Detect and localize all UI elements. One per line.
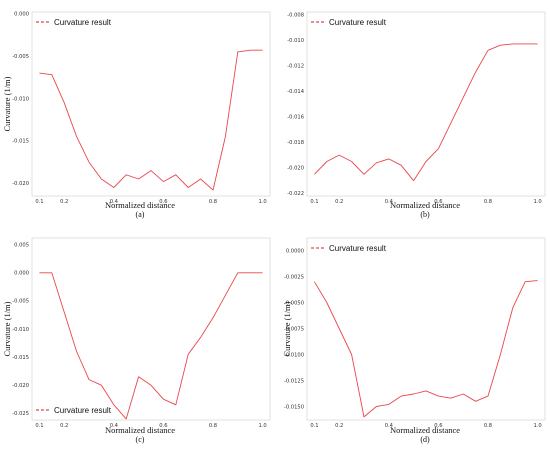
x-axis-label: Normalized distance xyxy=(105,200,175,210)
x-tick-label: 0.8 xyxy=(484,199,492,205)
chart-panel-3: 0.1 0.2 0.4 0.6 0.8 1.0 0.005 0.000 -0.005 -0.010… xyxy=(2,237,271,444)
plot-frame xyxy=(31,237,271,421)
y-tick-label: 0.000 xyxy=(14,271,29,277)
x-tick-label: 1.0 xyxy=(533,423,541,429)
x-tick-label: 0.2 xyxy=(335,423,343,429)
legend-label: Curvature result xyxy=(329,18,387,27)
x-tick-label: 0.4 xyxy=(110,423,119,429)
x-tick-label: 0.8 xyxy=(209,423,217,429)
x-tick-label: 0.8 xyxy=(484,423,492,429)
y-tick-label: -0.010 xyxy=(287,38,304,44)
y-tick-label: -0.012 xyxy=(287,63,304,69)
y-tick-label: 0.000 xyxy=(14,11,29,17)
x-tick-label: 0.1 xyxy=(310,199,318,205)
legend-label: Curvature result xyxy=(54,406,112,415)
x-tick-label: 0.6 xyxy=(434,199,442,205)
chart-panel-4: 0.1 0.2 0.4 0.6 0.8 1.0 0.0000 -0.0025 -0.0050 -0… xyxy=(282,237,546,444)
y-tick-label: -0.016 xyxy=(287,115,304,121)
x-tick-label: 0.6 xyxy=(159,423,167,429)
y-tick-label: -0.015 xyxy=(12,355,29,361)
y-tick-label: -0.014 xyxy=(287,89,304,95)
legend: Curvature result xyxy=(311,244,387,253)
panel-caption: (c) xyxy=(136,435,145,444)
series-line-curvature xyxy=(314,280,538,418)
x-axis-label: Normalized distance xyxy=(390,200,460,210)
y-tick-label: -0.0050 xyxy=(284,300,304,306)
y-tick-label: -0.010 xyxy=(12,327,29,333)
panel-caption: (b) xyxy=(420,210,430,219)
y-tick-label: 0.005 xyxy=(14,243,29,249)
y-tick-label: -0.020 xyxy=(12,383,29,389)
plot-frame xyxy=(306,237,546,421)
x-tick-label: 0.1 xyxy=(35,423,43,429)
y-tick-label: -0.015 xyxy=(12,139,29,145)
y-tick-label: -0.010 xyxy=(12,96,29,102)
legend: Curvature result xyxy=(311,18,387,27)
y-tick-label: -0.0125 xyxy=(284,378,304,384)
x-tick-label: 0.6 xyxy=(159,199,167,205)
x-tick-label: 0.4 xyxy=(110,199,119,205)
panel-caption: (d) xyxy=(420,435,430,444)
x-tick-label: 0.1 xyxy=(35,199,43,205)
legend-label: Curvature result xyxy=(329,244,387,253)
legend: Curvature result xyxy=(36,406,112,415)
y-tick-label: -0.020 xyxy=(12,181,29,187)
y-axis-label: Curvature (1/m) xyxy=(2,76,12,131)
y-tick-label: -0.018 xyxy=(287,140,304,146)
x-tick-label: 0.6 xyxy=(434,423,442,429)
panel-caption: (a) xyxy=(136,210,145,219)
y-tick-label: -0.005 xyxy=(12,299,29,305)
x-tick-label: 0.1 xyxy=(310,423,318,429)
series-line-curvature xyxy=(39,272,263,420)
chart-panel-1: 0.1 0.2 0.4 0.6 0.8 1.0 0.000 -0.005 -0.010 -0.01… xyxy=(2,11,271,219)
x-tick-label: 1.0 xyxy=(258,199,266,205)
y-tick-label: -0.025 xyxy=(12,411,29,417)
x-tick-label: 0.4 xyxy=(385,199,394,205)
y-tick-label: -0.0025 xyxy=(284,274,304,280)
x-axis-label: Normalized distance xyxy=(390,425,460,435)
y-tick-label: 0.0000 xyxy=(286,248,304,254)
x-tick-label: 0.4 xyxy=(385,423,394,429)
legend: Curvature result xyxy=(36,18,112,27)
x-tick-label: 0.8 xyxy=(209,199,217,205)
y-tick-label: -0.022 xyxy=(287,191,304,197)
x-tick-label: 0.2 xyxy=(335,199,343,205)
series-line-curvature xyxy=(39,49,263,191)
x-tick-label: 1.0 xyxy=(533,199,541,205)
y-tick-label: -0.0075 xyxy=(284,326,304,332)
y-axis-label: Curvature (1/m) xyxy=(282,301,292,356)
y-tick-label: -0.008 xyxy=(287,12,304,18)
legend-label: Curvature result xyxy=(54,18,112,27)
chart-panel-2: 0.1 0.2 0.4 0.6 0.8 1.0 -0.008 -0.010 -0.012 -0.0… xyxy=(287,11,546,219)
x-tick-label: 1.0 xyxy=(258,423,266,429)
y-tick-label: -0.0100 xyxy=(284,352,304,358)
plot-frame xyxy=(306,11,546,197)
x-axis-label: Normalized distance xyxy=(105,425,175,435)
y-tick-label: -0.005 xyxy=(12,54,29,60)
series-line-curvature xyxy=(314,43,538,182)
y-tick-label: -0.020 xyxy=(287,166,304,172)
x-tick-label: 0.2 xyxy=(60,199,68,205)
y-axis-label: Curvature (1/m) xyxy=(2,301,12,356)
plot-frame xyxy=(31,11,271,197)
x-tick-label: 0.2 xyxy=(60,423,68,429)
y-tick-label: -0.0150 xyxy=(284,404,304,410)
